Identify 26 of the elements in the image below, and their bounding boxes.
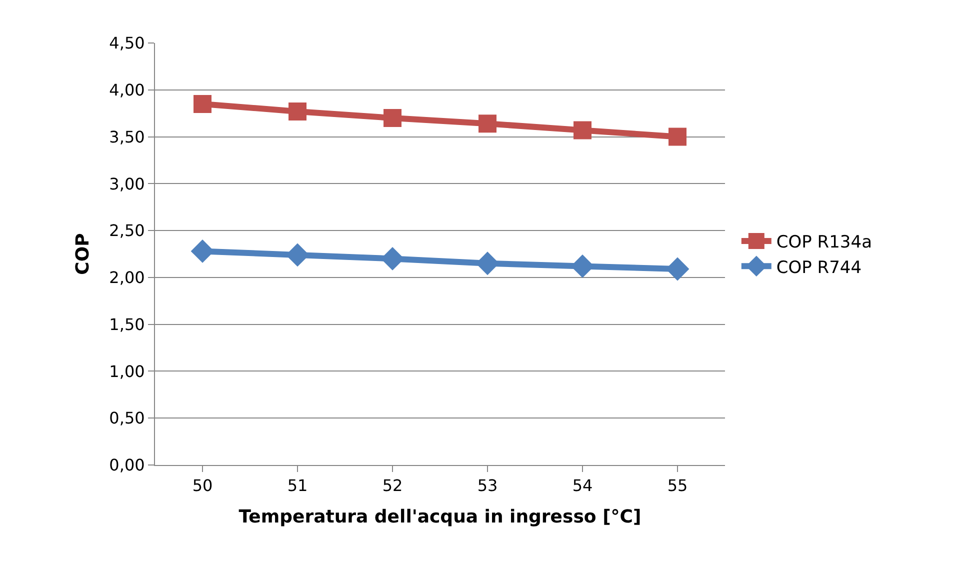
x-tick-label: 51 <box>287 476 308 496</box>
point <box>478 114 496 133</box>
y-tick-label: 4,00 <box>109 80 145 100</box>
x-tick-label: 53 <box>477 476 498 496</box>
y-tick-label: 3,00 <box>109 174 145 194</box>
y-tick-label: 4,50 <box>109 34 145 53</box>
y-tick-label: 1,50 <box>109 314 145 334</box>
y-tick-label: 2,50 <box>109 221 145 240</box>
y-tick-label: 3,50 <box>109 127 145 146</box>
x-tick-label: 50 <box>192 476 213 496</box>
point <box>668 128 686 146</box>
legend-label: COP R134a <box>776 232 872 253</box>
point <box>194 94 212 113</box>
point <box>288 102 306 120</box>
y-tick-label: 0,00 <box>109 456 145 475</box>
x-tick-label: 52 <box>382 476 403 496</box>
point <box>574 121 592 140</box>
y-tick-label: 2,00 <box>109 268 145 288</box>
x-tick-label: 54 <box>572 476 593 496</box>
y-tick-label: 1,00 <box>109 362 145 381</box>
legend-label: COP R744 <box>776 258 862 278</box>
point <box>384 109 402 128</box>
x-axis-title: Temperatura dell'acqua in ingresso [°C] <box>238 506 642 528</box>
y-axis-title: COP <box>72 233 94 275</box>
y-tick-label: 0,50 <box>109 408 145 428</box>
x-tick-label: 55 <box>667 476 688 496</box>
